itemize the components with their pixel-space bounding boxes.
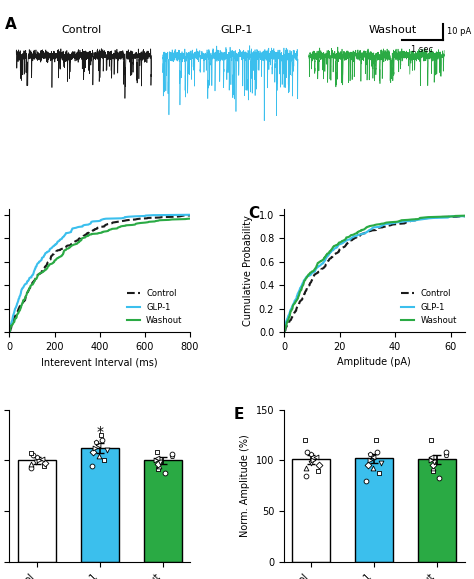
Point	[155, 459, 162, 468]
X-axis label: Amplitude (pA): Amplitude (pA)	[337, 357, 411, 368]
Point	[155, 461, 163, 470]
Point	[152, 456, 160, 465]
Point	[312, 453, 320, 462]
X-axis label: Interevent Interval (ms): Interevent Interval (ms)	[41, 357, 158, 368]
Point	[301, 435, 309, 445]
Point	[373, 448, 381, 457]
Point	[94, 441, 102, 450]
Bar	[419, 460, 456, 562]
Point	[427, 453, 435, 462]
Point	[27, 449, 35, 458]
Point	[99, 435, 106, 445]
Point	[40, 461, 47, 470]
Point	[428, 435, 435, 445]
Point	[442, 451, 450, 460]
Point	[430, 457, 438, 466]
Point	[41, 458, 48, 467]
Point	[366, 456, 374, 465]
Legend: Control, GLP-1, Washout: Control, GLP-1, Washout	[124, 286, 186, 328]
Point	[308, 450, 315, 459]
Point	[314, 466, 322, 475]
Point	[103, 446, 111, 455]
Point	[427, 456, 435, 465]
Y-axis label: Cumulative Probability: Cumulative Probability	[243, 215, 253, 326]
Point	[153, 448, 161, 457]
Point	[153, 454, 160, 463]
Point	[27, 463, 35, 472]
Point	[91, 444, 99, 453]
Point	[161, 468, 169, 477]
Point	[88, 461, 96, 470]
Point	[315, 460, 323, 469]
Text: Washout: Washout	[368, 25, 417, 35]
Point	[366, 450, 374, 459]
Point	[33, 457, 40, 466]
Point	[98, 431, 105, 440]
Point	[307, 458, 315, 467]
Point	[27, 459, 35, 468]
Point	[375, 468, 383, 477]
Legend: Control, GLP-1, Washout: Control, GLP-1, Washout	[398, 286, 460, 328]
Point	[310, 456, 317, 465]
Point	[38, 455, 46, 464]
Bar	[144, 460, 182, 562]
Point	[100, 456, 108, 465]
Point	[302, 463, 310, 472]
Point	[92, 438, 100, 447]
Bar	[81, 448, 118, 562]
Text: *: *	[96, 425, 103, 439]
Point	[168, 452, 175, 461]
Point	[363, 476, 370, 485]
Bar	[292, 460, 330, 562]
Text: E: E	[233, 407, 244, 422]
Point	[95, 452, 102, 461]
Point	[429, 463, 437, 472]
Bar	[18, 460, 55, 562]
Point	[442, 448, 450, 457]
Point	[35, 456, 43, 465]
Bar	[356, 459, 393, 562]
Text: C: C	[248, 207, 259, 221]
Point	[436, 473, 443, 482]
Text: Control: Control	[61, 25, 101, 35]
Point	[302, 471, 310, 481]
Text: 10 pA: 10 pA	[447, 27, 471, 36]
Text: GLP-1: GLP-1	[221, 25, 253, 35]
Point	[33, 453, 41, 462]
Text: 1 sec: 1 sec	[411, 45, 434, 54]
Point	[429, 466, 437, 475]
Point	[90, 448, 97, 457]
Point	[29, 451, 36, 460]
Point	[429, 460, 437, 469]
Point	[369, 453, 376, 462]
Y-axis label: Norm. Amplitude (%): Norm. Amplitude (%)	[240, 434, 250, 537]
Text: A: A	[5, 17, 17, 32]
Point	[303, 448, 311, 457]
Point	[369, 463, 377, 472]
Point	[364, 460, 372, 469]
Point	[168, 450, 175, 459]
Point	[378, 458, 385, 467]
Point	[156, 457, 164, 466]
Point	[155, 464, 162, 473]
Point	[372, 435, 380, 445]
